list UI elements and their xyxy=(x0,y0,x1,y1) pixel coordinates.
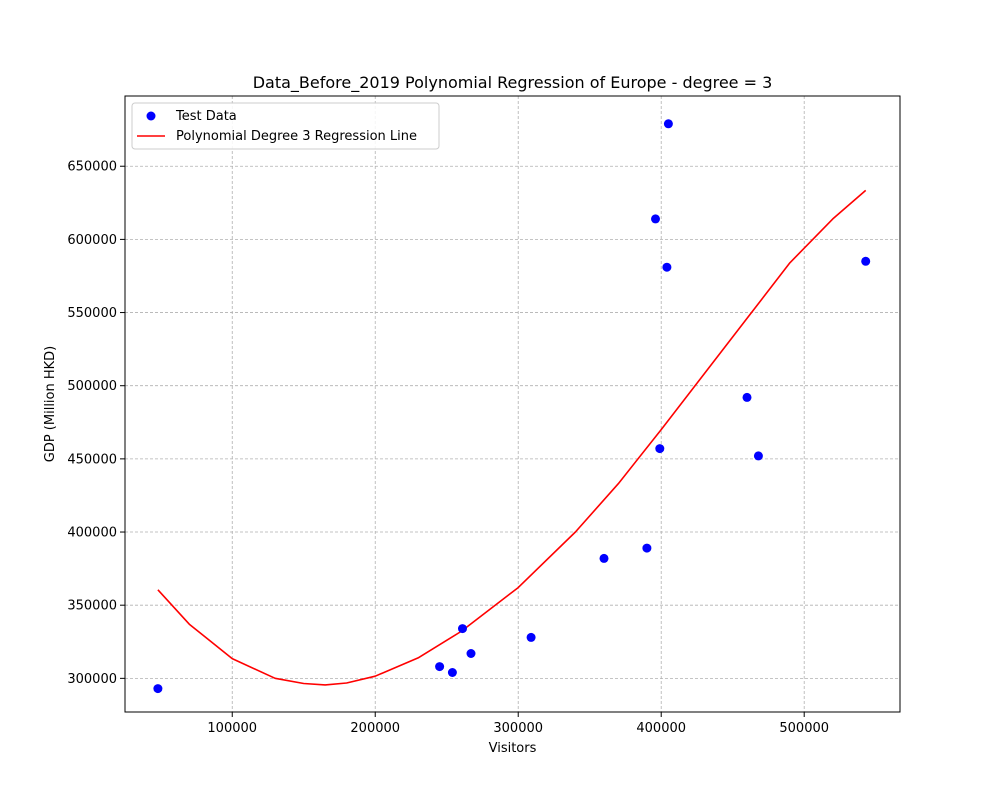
y-axis-label: GDP (Million HKD) xyxy=(43,346,58,463)
scatter-point xyxy=(466,649,476,658)
legend-marker-test-data xyxy=(146,111,156,121)
x-tick-label: 400000 xyxy=(636,721,686,736)
scatter-point xyxy=(153,684,163,694)
y-tick-label: 650000 xyxy=(67,160,117,175)
scatter-point xyxy=(662,262,672,272)
chart-title: Data_Before_2019 Polynomial Regression o… xyxy=(253,73,773,93)
x-tick-label: 300000 xyxy=(493,721,543,736)
scatter-point xyxy=(861,256,871,266)
y-axis: 300000 350000 400000 450000 500000 550000 6000… xyxy=(67,160,125,687)
y-tick-label: 350000 xyxy=(67,599,117,614)
y-tick-label: 300000 xyxy=(67,672,117,687)
y-tick-label: 550000 xyxy=(67,306,117,321)
x-tick-label: 200000 xyxy=(350,721,400,736)
scatter-point xyxy=(642,543,652,553)
x-tick-label: 500000 xyxy=(779,721,829,736)
legend: Test Data Polynomial Degree 3 Regression… xyxy=(131,102,440,150)
legend-label-test-data: Test Data xyxy=(175,109,237,124)
x-axis-label: Visitors xyxy=(489,741,537,756)
scatter-point xyxy=(526,632,536,642)
scatter-point xyxy=(742,392,752,402)
grid xyxy=(125,96,900,712)
y-tick-label: 600000 xyxy=(67,233,117,248)
scatter-point xyxy=(458,624,467,634)
legend-label-regression-line: Polynomial Degree 3 Regression Line xyxy=(176,129,417,144)
x-axis: 100000 200000 300000 400000 500000 xyxy=(207,712,829,736)
y-tick-label: 400000 xyxy=(67,526,117,541)
scatter-point xyxy=(655,444,665,454)
legend-box xyxy=(131,102,440,150)
scatter-point xyxy=(447,668,457,677)
plot-area xyxy=(153,119,871,694)
scatter-point xyxy=(663,119,673,129)
scatter-point xyxy=(753,451,763,461)
scatter-point xyxy=(599,553,609,563)
y-tick-label: 500000 xyxy=(67,379,117,394)
y-tick-label: 450000 xyxy=(67,452,117,467)
plot-frame xyxy=(124,95,901,713)
scatter-point xyxy=(435,662,445,672)
x-tick-label: 100000 xyxy=(207,721,257,736)
scatter-point xyxy=(651,214,660,224)
